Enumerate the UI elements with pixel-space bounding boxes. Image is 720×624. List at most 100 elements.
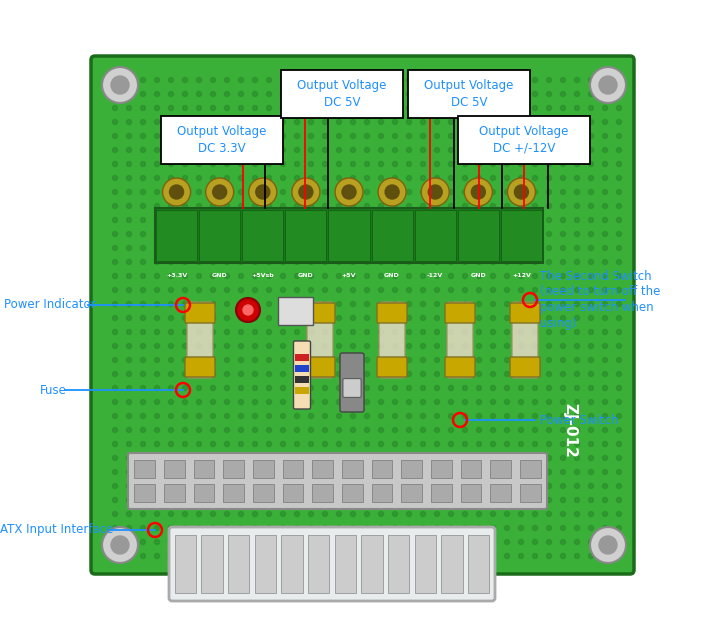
- Circle shape: [518, 316, 523, 321]
- Circle shape: [533, 442, 538, 447]
- Circle shape: [449, 512, 454, 517]
- Circle shape: [462, 371, 467, 376]
- Circle shape: [210, 288, 215, 293]
- Circle shape: [253, 260, 258, 265]
- FancyBboxPatch shape: [202, 535, 222, 593]
- Circle shape: [266, 414, 271, 419]
- Circle shape: [127, 147, 132, 152]
- Circle shape: [392, 245, 397, 250]
- Circle shape: [603, 427, 608, 432]
- Circle shape: [238, 105, 243, 110]
- Circle shape: [575, 162, 580, 167]
- Circle shape: [588, 427, 593, 432]
- Circle shape: [155, 232, 160, 236]
- Circle shape: [112, 540, 117, 545]
- Circle shape: [518, 497, 523, 502]
- Circle shape: [599, 536, 617, 554]
- Circle shape: [420, 77, 426, 82]
- Circle shape: [225, 414, 230, 419]
- Circle shape: [420, 147, 426, 152]
- Circle shape: [434, 134, 439, 139]
- Circle shape: [323, 399, 328, 404]
- Text: +12V: +12V: [512, 273, 531, 278]
- Circle shape: [407, 316, 412, 321]
- Circle shape: [560, 273, 565, 278]
- Circle shape: [588, 175, 593, 180]
- Circle shape: [351, 190, 356, 195]
- Circle shape: [560, 343, 565, 348]
- Circle shape: [420, 469, 426, 474]
- FancyBboxPatch shape: [164, 484, 185, 502]
- Circle shape: [616, 134, 621, 139]
- Circle shape: [477, 399, 482, 404]
- Circle shape: [490, 120, 495, 125]
- Circle shape: [420, 371, 426, 376]
- FancyBboxPatch shape: [415, 210, 456, 261]
- Circle shape: [379, 260, 384, 265]
- Circle shape: [379, 120, 384, 125]
- Circle shape: [546, 316, 552, 321]
- Circle shape: [127, 358, 132, 363]
- Circle shape: [505, 371, 510, 376]
- Circle shape: [434, 442, 439, 447]
- Circle shape: [127, 316, 132, 321]
- Circle shape: [294, 386, 300, 391]
- Circle shape: [294, 301, 300, 306]
- FancyBboxPatch shape: [441, 535, 463, 593]
- Circle shape: [294, 329, 300, 334]
- Circle shape: [560, 484, 565, 489]
- Circle shape: [140, 329, 145, 334]
- Circle shape: [379, 484, 384, 489]
- Circle shape: [505, 288, 510, 293]
- Text: Power Switch: Power Switch: [540, 414, 618, 426]
- Circle shape: [546, 540, 552, 545]
- Circle shape: [351, 218, 356, 223]
- Circle shape: [379, 427, 384, 432]
- Circle shape: [616, 553, 621, 558]
- Circle shape: [603, 175, 608, 180]
- Circle shape: [392, 329, 397, 334]
- Circle shape: [505, 245, 510, 250]
- Circle shape: [238, 175, 243, 180]
- Circle shape: [182, 371, 187, 376]
- Circle shape: [575, 245, 580, 250]
- Circle shape: [505, 484, 510, 489]
- Circle shape: [225, 512, 230, 517]
- Circle shape: [588, 540, 593, 545]
- Circle shape: [351, 120, 356, 125]
- Circle shape: [392, 399, 397, 404]
- Circle shape: [351, 232, 356, 236]
- Circle shape: [449, 316, 454, 321]
- Circle shape: [197, 245, 202, 250]
- Circle shape: [462, 245, 467, 250]
- Circle shape: [155, 203, 160, 208]
- Circle shape: [308, 329, 313, 334]
- Circle shape: [335, 178, 363, 206]
- Circle shape: [182, 512, 187, 517]
- Circle shape: [434, 175, 439, 180]
- Circle shape: [508, 178, 536, 206]
- Circle shape: [323, 386, 328, 391]
- Circle shape: [210, 442, 215, 447]
- Circle shape: [294, 273, 300, 278]
- Circle shape: [225, 497, 230, 502]
- Circle shape: [127, 260, 132, 265]
- Circle shape: [182, 92, 187, 97]
- Circle shape: [168, 399, 174, 404]
- Circle shape: [575, 260, 580, 265]
- Circle shape: [281, 92, 286, 97]
- Circle shape: [197, 386, 202, 391]
- Circle shape: [560, 232, 565, 236]
- Circle shape: [420, 427, 426, 432]
- Circle shape: [155, 147, 160, 152]
- Circle shape: [575, 120, 580, 125]
- Circle shape: [575, 427, 580, 432]
- Circle shape: [281, 456, 286, 461]
- Circle shape: [182, 553, 187, 558]
- Circle shape: [225, 162, 230, 167]
- Circle shape: [420, 175, 426, 180]
- Circle shape: [616, 288, 621, 293]
- Circle shape: [140, 386, 145, 391]
- Circle shape: [308, 175, 313, 180]
- Circle shape: [575, 512, 580, 517]
